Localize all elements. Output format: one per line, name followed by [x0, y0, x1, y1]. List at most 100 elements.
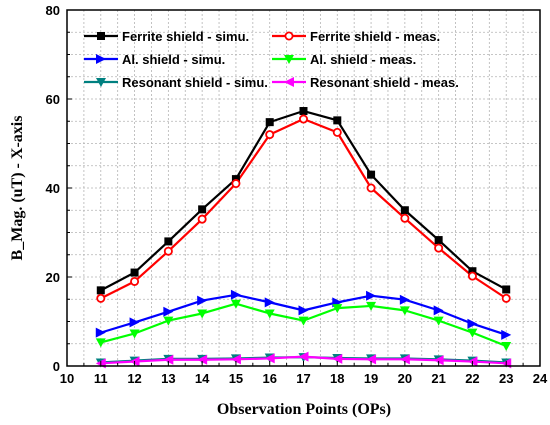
- data-point-series-1: [502, 285, 511, 294]
- data-point-series-3: [467, 318, 478, 329]
- data-point-series-4: [163, 316, 174, 326]
- x-tick-label: 21: [431, 371, 445, 386]
- legend-label: Resonant shield - simu.: [122, 75, 268, 90]
- legend-label: Ferrite shield - meas.: [310, 29, 440, 44]
- data-point-series-4: [399, 306, 410, 316]
- data-point-series-6: [163, 354, 174, 365]
- x-tick-label: 15: [229, 371, 243, 386]
- axis-ticks: 10 11 12 13 14 15 16 17 18 19 20 21 22 23 24 0 20 40 60 80: [46, 3, 548, 386]
- data-point-series-4: [298, 316, 309, 326]
- legend-entry-5: Resonant shield - simu.: [84, 75, 268, 90]
- data-point-series-1: [333, 116, 342, 125]
- x-tick-label: 20: [398, 371, 412, 386]
- legend-swatch-marker: [284, 55, 294, 64]
- x-tick-label: 11: [94, 371, 108, 386]
- data-point-series-1: [400, 206, 409, 215]
- y-tick-label: 0: [53, 359, 60, 374]
- data-point-series-4: [264, 309, 275, 319]
- data-point-series-6: [197, 354, 208, 365]
- data-point-series-6: [399, 354, 410, 365]
- data-point-series-2: [467, 271, 477, 281]
- data-point-series-3: [366, 290, 377, 301]
- data-point-series-2: [163, 246, 173, 256]
- series-markers: [95, 107, 512, 369]
- data-point-series-3: [501, 329, 512, 340]
- legend-entry-2: Ferrite shield - meas.: [272, 29, 440, 44]
- data-point-series-2: [332, 127, 342, 137]
- data-point-series-6: [264, 353, 275, 364]
- data-point-series-1: [265, 118, 274, 127]
- x-tick-label: 23: [499, 371, 513, 386]
- x-tick-label: 10: [60, 371, 74, 386]
- data-point-series-3: [163, 306, 174, 317]
- data-point-series-1: [164, 237, 173, 246]
- legend-swatch-marker: [284, 77, 294, 87]
- data-point-series-4: [197, 309, 208, 319]
- data-point-series-2: [96, 293, 106, 303]
- x-tick-label: 19: [364, 371, 378, 386]
- y-tick-label: 80: [46, 3, 60, 18]
- data-point-series-6: [230, 354, 241, 365]
- data-point-series-1: [434, 236, 443, 245]
- legend-label: Al. shield - meas.: [310, 52, 416, 67]
- legend-swatch-marker: [97, 32, 105, 40]
- data-point-series-6: [366, 354, 377, 365]
- data-point-series-3: [264, 297, 275, 308]
- data-point-series-4: [129, 329, 140, 339]
- legend-label: Ferrite shield - simu.: [122, 29, 249, 44]
- x-tick-label: 17: [296, 371, 310, 386]
- data-point-series-4: [230, 299, 241, 309]
- data-point-series-2: [298, 114, 308, 124]
- legend-entry-6: Resonant shield - meas.: [272, 75, 459, 90]
- data-point-series-3: [95, 327, 106, 338]
- x-tick-label: 13: [161, 371, 175, 386]
- data-point-series-2: [265, 130, 275, 140]
- data-point-series-3: [433, 305, 444, 316]
- data-point-series-2: [197, 214, 207, 224]
- data-point-series-4: [467, 328, 478, 338]
- data-point-series-2: [366, 183, 376, 193]
- data-point-series-3: [197, 295, 208, 306]
- data-point-series-2: [501, 293, 511, 303]
- legend-swatch-marker: [96, 78, 106, 87]
- x-tick-label: 24: [533, 371, 548, 386]
- x-axis-title: Observation Points (OPs): [217, 401, 391, 418]
- data-point-series-3: [230, 289, 241, 300]
- legend-entry-4: Al. shield - meas.: [272, 52, 416, 67]
- data-point-series-1: [468, 267, 477, 276]
- data-point-series-3: [298, 305, 309, 316]
- legend-swatch-marker: [96, 54, 106, 64]
- legend-entry-3: Al. shield - simu.: [84, 52, 225, 67]
- data-point-series-3: [399, 294, 410, 305]
- data-point-series-4: [501, 341, 512, 351]
- data-point-series-4: [366, 301, 377, 311]
- data-point-series-6: [332, 353, 343, 364]
- data-point-series-1: [367, 170, 376, 179]
- y-axis-title: B_Mag. (uT) - X-axis: [9, 116, 26, 261]
- legend-entry-1: Ferrite shield - simu.: [84, 29, 249, 44]
- y-tick-label: 60: [46, 92, 60, 107]
- data-point-series-4: [433, 316, 444, 326]
- data-point-series-4: [95, 338, 106, 348]
- x-tick-label: 14: [195, 371, 210, 386]
- legend-label: Al. shield - simu.: [122, 52, 225, 67]
- x-tick-label: 12: [127, 371, 141, 386]
- x-tick-label: 18: [330, 371, 344, 386]
- legend-swatch-marker: [284, 31, 294, 41]
- data-point-series-2: [130, 276, 140, 286]
- data-point-series-2: [231, 179, 241, 189]
- x-tick-label: 22: [465, 371, 479, 386]
- data-point-series-4: [332, 304, 343, 314]
- data-point-series-1: [96, 286, 105, 295]
- data-point-series-1: [130, 268, 139, 277]
- legend-label: Resonant shield - meas.: [310, 75, 459, 90]
- data-point-series-6: [298, 351, 309, 362]
- data-point-series-1: [299, 107, 308, 116]
- y-tick-label: 40: [46, 181, 60, 196]
- data-point-series-2: [434, 243, 444, 253]
- legend: Ferrite shield - simu. Ferrite shield - m…: [84, 29, 459, 90]
- y-tick-label: 20: [46, 270, 60, 285]
- data-point-series-3: [129, 317, 140, 328]
- data-point-series-1: [198, 205, 207, 214]
